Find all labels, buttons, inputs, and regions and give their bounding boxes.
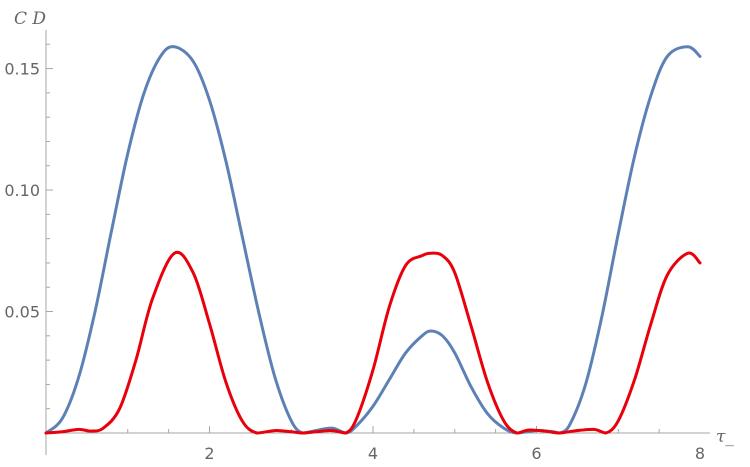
y-axis-label: C D — [14, 9, 46, 29]
y-tick-label: 0.05 — [4, 303, 40, 322]
series-layer — [44, 45, 702, 435]
x-tick-label: 6 — [531, 444, 541, 463]
series-line-2 — [44, 250, 702, 435]
axes — [45, 30, 710, 455]
x-tick-label: 2 — [204, 444, 214, 463]
y-tick-label: 0.10 — [4, 181, 40, 200]
x-axis-label: τ_ — [716, 427, 734, 447]
series-line-1 — [44, 45, 702, 435]
ticks: 2 4 6 8 0.05 0.10 0.15 — [4, 43, 705, 463]
x-tick-label: 8 — [695, 444, 705, 463]
y-tick-label: 0.15 — [4, 60, 40, 79]
x-tick-label: 4 — [368, 444, 378, 463]
